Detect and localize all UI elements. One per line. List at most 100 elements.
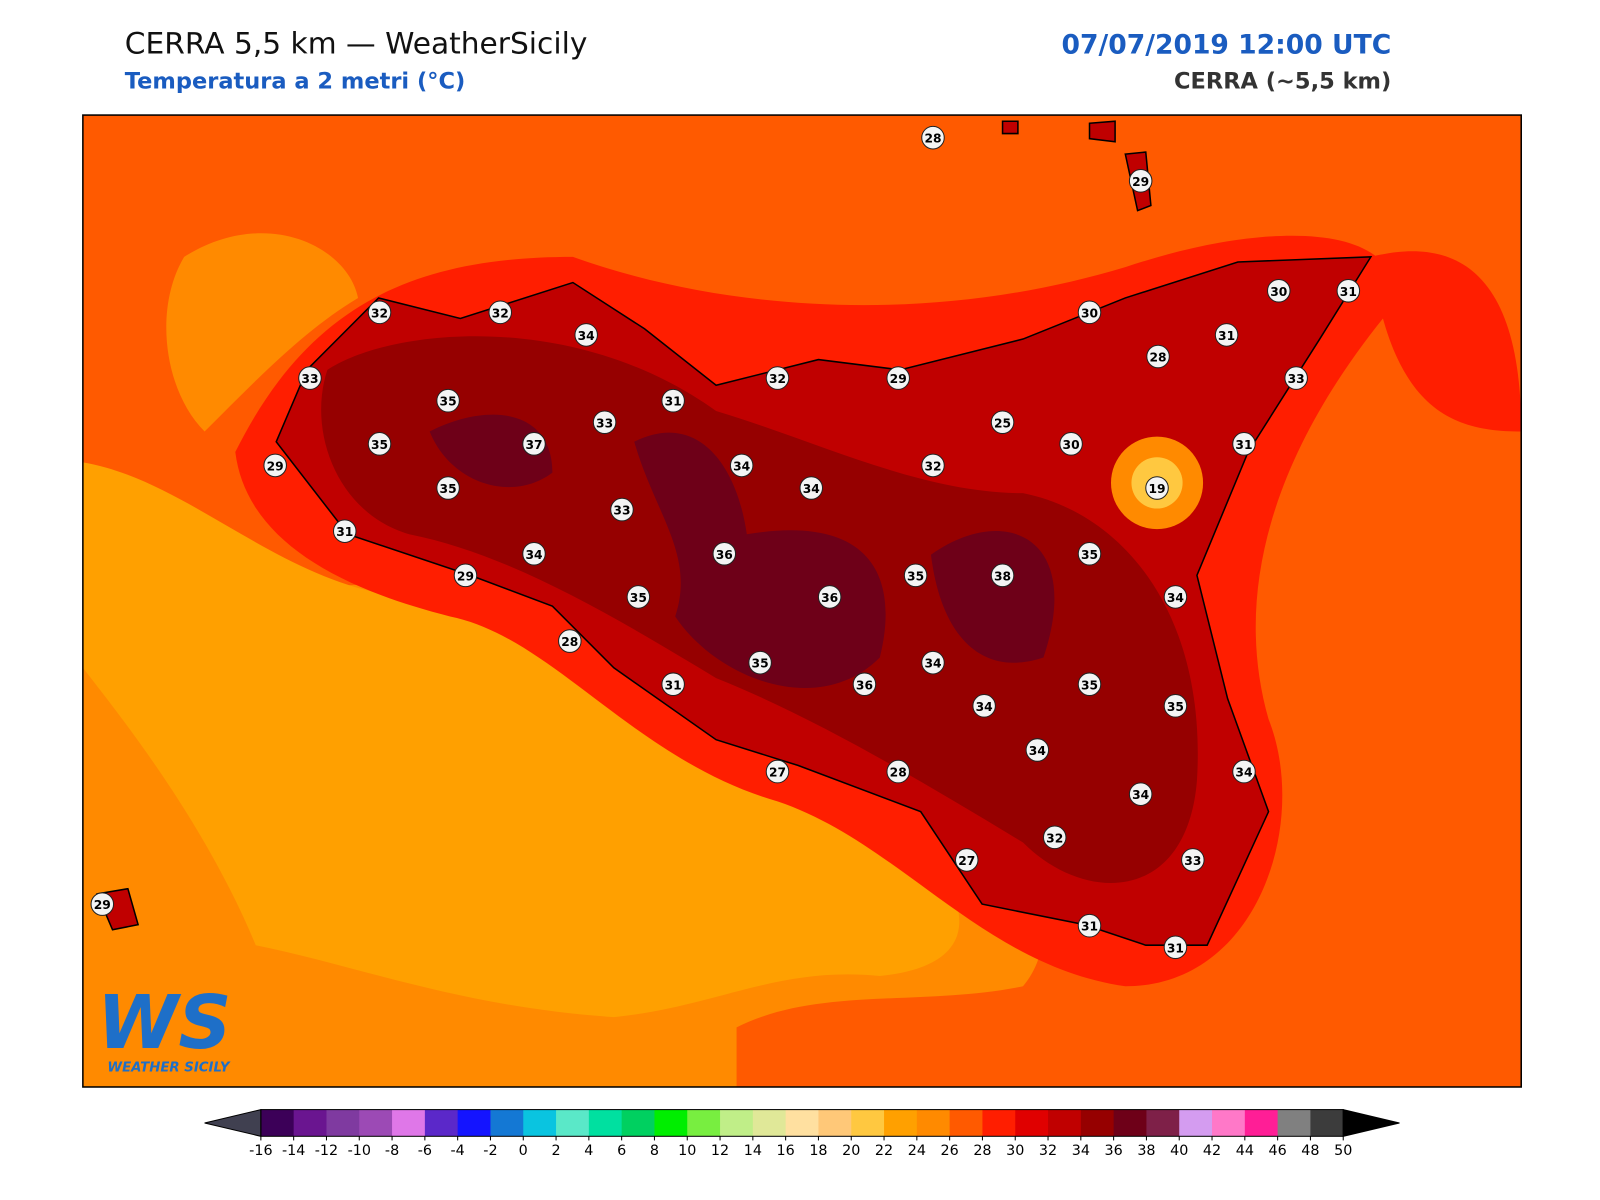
station-value: 31 bbox=[665, 395, 682, 409]
station-marker bbox=[817, 585, 842, 609]
colorbar-bin bbox=[654, 1109, 688, 1137]
station-value: 35 bbox=[1167, 700, 1184, 714]
station-marker bbox=[1042, 825, 1067, 850]
station-value: 35 bbox=[1081, 548, 1098, 562]
colorbar-bin bbox=[1146, 1109, 1180, 1137]
station-marker bbox=[748, 650, 772, 675]
station-value: 35 bbox=[907, 569, 924, 583]
stations: 28 29 32 32 34 33 35 31 32 29 30 30 31 31 28 33 33 25 35 37… bbox=[90, 125, 1361, 960]
colorbar-tick-label: 28 bbox=[973, 1143, 991, 1159]
colorbar-tick-label: -10 bbox=[348, 1143, 371, 1159]
colorbar-tick-label: 44 bbox=[1236, 1143, 1254, 1159]
station-marker bbox=[1181, 848, 1205, 872]
colorbar-bin bbox=[490, 1109, 524, 1137]
colorbar-bin bbox=[1179, 1109, 1213, 1137]
station-marker bbox=[921, 125, 945, 150]
station-marker bbox=[1232, 759, 1256, 784]
station-marker bbox=[886, 366, 910, 390]
colorbar-tick-label: 38 bbox=[1137, 1143, 1155, 1159]
subtitle: Temperatura a 2 metri (°C) bbox=[125, 68, 466, 94]
colorbar-tick-label: 40 bbox=[1170, 1143, 1188, 1159]
station-value: 28 bbox=[561, 635, 578, 649]
station-value: 32 bbox=[769, 372, 786, 386]
station-value: 31 bbox=[1340, 285, 1357, 299]
colorbar-tick-label: 2 bbox=[551, 1143, 560, 1159]
colorbar-tick-label: 22 bbox=[875, 1143, 893, 1159]
station-value: 31 bbox=[1081, 920, 1098, 934]
field bbox=[166, 233, 359, 432]
colorbar-bin bbox=[884, 1109, 918, 1137]
colorbar-bin bbox=[392, 1109, 426, 1137]
station-marker bbox=[626, 585, 651, 609]
station-value: 36 bbox=[856, 678, 873, 692]
colorbar-tick-label: 30 bbox=[1006, 1143, 1024, 1159]
colorbar-bin bbox=[457, 1109, 491, 1137]
station-value: 34 bbox=[1132, 788, 1149, 802]
station-marker bbox=[1077, 913, 1102, 938]
station-marker bbox=[921, 453, 945, 478]
station-marker bbox=[90, 892, 115, 916]
colorbar-tick-label: -6 bbox=[418, 1143, 432, 1159]
station-value: 32 bbox=[924, 459, 941, 473]
station-marker bbox=[729, 453, 754, 478]
station-marker bbox=[263, 453, 287, 478]
colorbar-bin bbox=[687, 1109, 721, 1137]
colorbar-bin bbox=[293, 1109, 327, 1137]
station-marker bbox=[799, 476, 824, 500]
colorbar-tick-label: 6 bbox=[617, 1143, 626, 1159]
colorbar-bin bbox=[1310, 1109, 1344, 1137]
station-value: 34 bbox=[924, 657, 941, 671]
colorbar-bin bbox=[1277, 1109, 1311, 1137]
station-marker bbox=[852, 672, 877, 697]
station-value: 28 bbox=[1150, 351, 1167, 365]
colorbar-bin bbox=[1113, 1109, 1147, 1137]
station-marker bbox=[886, 759, 910, 784]
colorbar-bin bbox=[1048, 1109, 1082, 1137]
colorbar-tick-label: 10 bbox=[678, 1143, 696, 1159]
station-value: 31 bbox=[1218, 329, 1235, 343]
station-marker bbox=[1077, 300, 1102, 325]
station-value: 34 bbox=[525, 548, 542, 562]
station-value: 33 bbox=[596, 416, 613, 430]
station-value: 31 bbox=[665, 678, 682, 692]
colorbar-bin bbox=[720, 1109, 754, 1137]
station-marker bbox=[903, 563, 928, 588]
station-marker bbox=[453, 563, 478, 588]
station-marker bbox=[1077, 672, 1102, 697]
station-marker bbox=[661, 672, 685, 697]
station-marker bbox=[765, 366, 790, 390]
logo-mark: WS bbox=[97, 980, 231, 1066]
colorbar-under bbox=[204, 1108, 262, 1137]
station-marker bbox=[1163, 935, 1188, 960]
station-marker bbox=[1128, 782, 1153, 806]
station-marker bbox=[558, 629, 582, 653]
colorbar-bin bbox=[1080, 1109, 1115, 1137]
datetime: 07/07/2019 12:00 UTC bbox=[1062, 29, 1392, 60]
colorbar-bin bbox=[1212, 1109, 1246, 1137]
colorbar-bin bbox=[982, 1109, 1016, 1137]
station-value: 28 bbox=[890, 766, 907, 780]
station-value: 29 bbox=[457, 569, 474, 583]
colorbar-tick-label: 42 bbox=[1203, 1143, 1221, 1159]
field bbox=[429, 414, 1055, 689]
colorbar-tick-label: -8 bbox=[385, 1143, 399, 1159]
colorbar-tick-label: 20 bbox=[842, 1143, 860, 1159]
station-value: 35 bbox=[371, 438, 388, 452]
colorbar-tick-label: 0 bbox=[519, 1143, 528, 1159]
colorbar-bin bbox=[523, 1109, 557, 1137]
station-marker bbox=[972, 694, 996, 718]
colorbar-bin bbox=[1015, 1109, 1049, 1137]
station-value: 35 bbox=[1081, 678, 1098, 692]
colorbar-bin bbox=[424, 1109, 459, 1137]
station-value: 32 bbox=[371, 306, 388, 320]
station-value: 35 bbox=[752, 657, 769, 671]
station-marker bbox=[332, 519, 357, 543]
colorbar-bin bbox=[785, 1109, 819, 1137]
station-value: 31 bbox=[336, 525, 353, 539]
station-marker bbox=[1284, 366, 1308, 390]
station-value: 34 bbox=[1235, 766, 1252, 780]
colorbar-tick-label: 14 bbox=[744, 1143, 762, 1159]
station-marker bbox=[488, 300, 513, 325]
station-marker bbox=[1077, 541, 1102, 566]
